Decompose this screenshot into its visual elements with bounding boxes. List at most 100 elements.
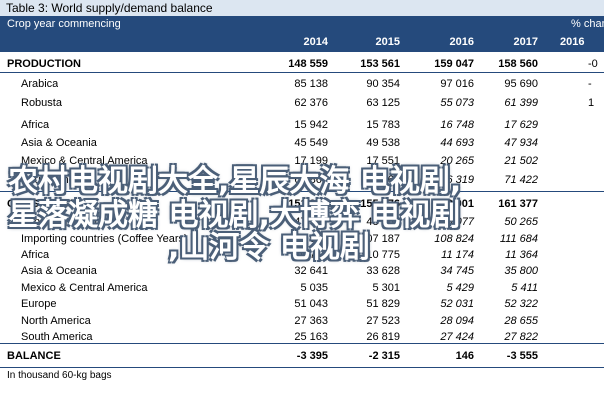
cell-2014: 15 942 (294, 119, 328, 131)
cell-2017: 27 822 (504, 331, 538, 343)
cell-2017: 28 655 (504, 315, 538, 327)
cell-2017: 11 364 (505, 249, 538, 261)
watermark-line-2: 星落凝成糖 电视剧,大博弈 电视剧 (8, 198, 461, 233)
row-label: BALANCE (7, 350, 61, 362)
row-label: Mexico & Central America (21, 155, 148, 167)
cell-2015: 63 125 (366, 97, 400, 109)
cell-2015: 33 628 (366, 265, 400, 277)
table-row: North America 27 363 27 523 28 094 28 655 (0, 313, 604, 329)
cell-2016: 97 016 (440, 78, 474, 90)
cell-2014: 25 163 (294, 331, 328, 343)
table-row: Asia & Oceania 32 641 33 628 34 745 35 800 (0, 263, 604, 279)
cell-2016: 108 824 (434, 233, 474, 245)
year-header-2016: 2016 (449, 36, 474, 48)
section-row: CONSUMPTION 151 954 155 876 158 901 161 377 (0, 196, 604, 212)
percent-change-year: 2016 (560, 36, 585, 48)
year-header-2015: 2015 (375, 36, 400, 48)
table-row: Mexico & Central America 5 035 5 301 5 429 5… (0, 280, 604, 296)
cell-2016: 16 748 (440, 119, 474, 131)
cell-2015: 70 661 (366, 174, 400, 186)
cell-2016: 44 693 (440, 137, 474, 149)
cell-2017: 71 422 (504, 174, 538, 186)
row-label: Africa (21, 249, 50, 261)
table-row: Importing countries (Coffee Years) 103 96… (0, 231, 604, 247)
cell-2014: -3 395 (296, 350, 328, 362)
row-label: Importing countries (Coffee Years) (21, 233, 188, 245)
cell-2014: 10 710 (294, 249, 328, 261)
cell-2016: 76 319 (440, 174, 474, 186)
cell-2015: 90 354 (366, 78, 400, 90)
watermark-line-3: ,山河令 电视剧 (168, 230, 370, 265)
percent-change-label: % chan (571, 18, 604, 30)
year-header-2017: 2017 (513, 36, 538, 48)
table-row: South America 69 868 70 661 76 319 71 422 (0, 172, 604, 188)
cell-2017: -3 555 (506, 350, 538, 362)
row-label: Exporting countries (21, 216, 116, 228)
table-row: Africa 10 710 10 775 11 174 11 364 (0, 247, 604, 263)
cell-2014: 85 138 (294, 78, 328, 90)
table-row: Exporting countries 47 987 48 689 50 077 50 … (0, 214, 604, 230)
cell-2015: -2 315 (368, 350, 400, 362)
cell-2014: 62 376 (294, 97, 328, 109)
row-label: South America (21, 331, 93, 343)
cell-2017: 95 690 (504, 78, 538, 90)
cell-2016: 11 174 (441, 249, 474, 261)
table-row: Mexico & Central America 17 199 17 551 20 2… (0, 153, 604, 169)
cell-percent-change: - (588, 78, 592, 90)
cell-2016: 146 (455, 350, 474, 362)
row-separator (0, 343, 604, 344)
cell-2016: 34 745 (440, 265, 474, 277)
cell-2014: 151 954 (288, 198, 328, 210)
row-label: Europe (21, 298, 57, 310)
cell-2014: 45 549 (294, 137, 328, 149)
cell-2016: 27 424 (440, 331, 474, 343)
cell-2017: 158 560 (498, 58, 538, 70)
cell-2017: 5 411 (511, 282, 538, 294)
cell-2016: 28 094 (440, 315, 474, 327)
cell-2015: 10 775 (366, 249, 400, 261)
section-row: BALANCE -3 395 -2 315 146 -3 555 (0, 348, 604, 364)
table-row: Arabica 85 138 90 354 97 016 95 690 - (0, 76, 604, 92)
row-label: Asia & Oceania (21, 137, 97, 149)
cell-2014: 32 641 (294, 265, 328, 277)
crop-year-label: Crop year commencing (7, 18, 121, 30)
section-row: PRODUCTION 148 559 153 561 159 047 158 560 -0 (0, 56, 604, 72)
table-row: Asia & Oceania 45 549 49 538 44 693 47 934 (0, 135, 604, 151)
row-label: Robusta (21, 97, 62, 109)
cell-2014: 51 043 (294, 298, 328, 310)
cell-2017: 161 377 (498, 198, 538, 210)
cell-2015: 49 538 (366, 137, 400, 149)
table-row: South America 25 163 26 819 27 424 27 822 (0, 329, 604, 345)
row-separator (0, 367, 604, 368)
cell-2015: 15 783 (366, 119, 400, 131)
cell-2017: 21 502 (504, 155, 538, 167)
cell-2017: 111 684 (499, 233, 538, 245)
footnote: In thousand 60-kg bags (7, 370, 112, 381)
cell-2014: 103 967 (288, 233, 328, 245)
cell-2015: 27 523 (366, 315, 400, 327)
cell-2015: 48 689 (366, 216, 400, 228)
cell-2017: 52 322 (504, 298, 538, 310)
row-separator (0, 191, 604, 192)
watermark-line-1: 农村电视剧大全,星辰大海 电视剧, (8, 164, 462, 199)
cell-2016: 159 047 (434, 58, 474, 70)
row-label: Asia & Oceania (21, 265, 97, 277)
table-row: Robusta 62 376 63 125 55 073 61 399 1 (0, 95, 604, 111)
cell-2014: 27 363 (294, 315, 328, 327)
row-label: CONSUMPTION (7, 198, 90, 210)
cell-2017: 50 265 (504, 216, 538, 228)
cell-2014: 5 035 (300, 282, 328, 294)
cell-2017: 47 934 (504, 137, 538, 149)
cell-2016: 50 077 (440, 216, 474, 228)
cell-2015: 5 301 (372, 282, 400, 294)
cell-2014: 47 987 (294, 216, 328, 228)
cell-2014: 148 559 (288, 58, 328, 70)
table-row: Africa 15 942 15 783 16 748 17 629 (0, 117, 604, 133)
cell-2015: 107 187 (360, 233, 400, 245)
cell-2017: 61 399 (504, 97, 538, 109)
row-label: Mexico & Central America (21, 282, 148, 294)
row-label: South America (21, 174, 93, 186)
table-row: Europe 51 043 51 829 52 031 52 322 (0, 296, 604, 312)
cell-2015: 155 876 (360, 198, 400, 210)
cell-2016: 158 901 (434, 198, 474, 210)
